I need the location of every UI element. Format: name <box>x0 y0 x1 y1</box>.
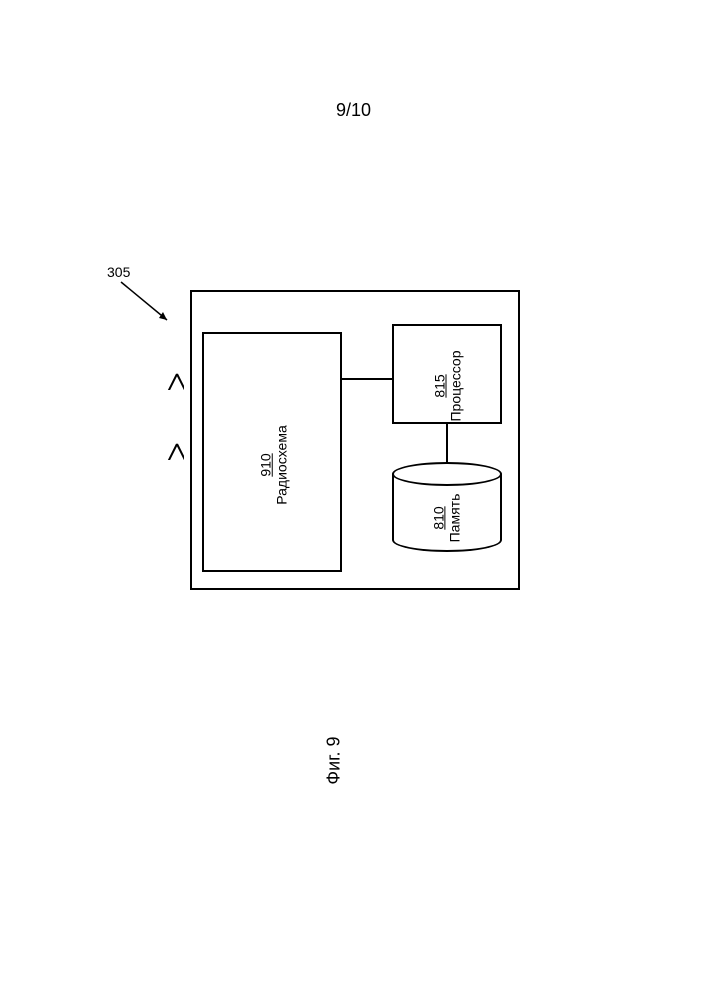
reference-305-label: 305 <box>107 264 130 280</box>
connector-radio-processor <box>342 378 392 380</box>
memory-cylinder-top <box>392 462 502 486</box>
memory-block: 810 Память <box>392 462 502 552</box>
memory-label-group: 810 Память <box>430 494 462 543</box>
antenna-2 <box>164 440 184 460</box>
processor-label: Процессор <box>448 350 464 421</box>
memory-ref: 810 <box>430 506 446 529</box>
antenna-1 <box>164 370 184 390</box>
connector-processor-memory <box>446 424 448 464</box>
diagram: 305 910 Радиосхема 815 Процессор <box>170 290 540 620</box>
radio-block: 910 Радиосхема <box>202 332 342 572</box>
memory-label: Память <box>446 494 462 543</box>
radio-label-group: 910 Радиосхема <box>258 425 290 504</box>
page-number: 9/10 <box>336 100 371 121</box>
main-device-box: 910 Радиосхема 815 Процессор 810 Память <box>190 290 520 590</box>
figure-label: Фиг. 9 <box>324 736 345 784</box>
processor-ref: 815 <box>432 374 448 397</box>
radio-ref: 910 <box>258 453 274 476</box>
radio-label: Радиосхема <box>274 425 290 504</box>
processor-label-group: 815 Процессор <box>432 350 464 421</box>
processor-block: 815 Процессор <box>392 324 502 424</box>
